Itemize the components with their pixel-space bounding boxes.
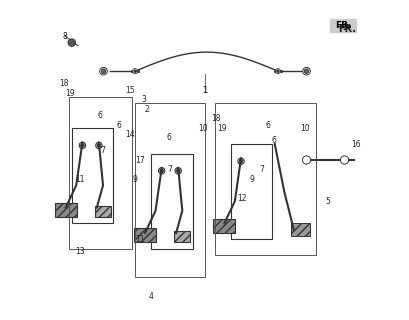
Text: 16: 16 bbox=[350, 140, 360, 148]
Text: 10: 10 bbox=[198, 124, 208, 133]
Text: 4: 4 bbox=[148, 292, 153, 301]
Text: 19: 19 bbox=[65, 89, 75, 98]
Circle shape bbox=[133, 69, 137, 74]
Polygon shape bbox=[290, 223, 309, 236]
Circle shape bbox=[276, 70, 279, 72]
Circle shape bbox=[160, 169, 163, 173]
Circle shape bbox=[238, 159, 242, 163]
Circle shape bbox=[302, 156, 310, 164]
Text: 5: 5 bbox=[325, 197, 330, 206]
Text: 6: 6 bbox=[97, 111, 102, 120]
Polygon shape bbox=[174, 231, 189, 243]
Text: FR.: FR. bbox=[334, 21, 351, 30]
Text: 18: 18 bbox=[59, 79, 68, 88]
Circle shape bbox=[275, 69, 280, 74]
Text: 6: 6 bbox=[265, 121, 270, 130]
Text: 3: 3 bbox=[141, 95, 146, 104]
Circle shape bbox=[339, 156, 348, 164]
Circle shape bbox=[176, 169, 180, 173]
Text: 12: 12 bbox=[236, 194, 246, 203]
Text: 1: 1 bbox=[202, 86, 207, 95]
Text: 9: 9 bbox=[132, 174, 137, 184]
Polygon shape bbox=[213, 219, 235, 233]
Text: 1: 1 bbox=[202, 86, 207, 95]
Circle shape bbox=[158, 168, 164, 174]
Circle shape bbox=[99, 68, 107, 75]
Circle shape bbox=[303, 69, 308, 73]
Text: 6: 6 bbox=[116, 121, 121, 130]
Circle shape bbox=[134, 70, 136, 72]
Text: 8: 8 bbox=[62, 32, 67, 41]
Text: 11: 11 bbox=[135, 235, 144, 244]
Circle shape bbox=[101, 69, 106, 73]
Text: 9: 9 bbox=[249, 174, 254, 184]
Text: FR.: FR. bbox=[337, 24, 355, 34]
Polygon shape bbox=[54, 203, 76, 217]
Text: 7: 7 bbox=[258, 165, 263, 174]
Circle shape bbox=[95, 142, 102, 148]
Text: 6: 6 bbox=[271, 136, 276, 146]
Circle shape bbox=[68, 39, 75, 46]
Text: 6: 6 bbox=[166, 133, 171, 142]
Text: 19: 19 bbox=[217, 124, 227, 133]
Circle shape bbox=[175, 168, 181, 174]
Text: 17: 17 bbox=[135, 156, 144, 164]
Text: 11: 11 bbox=[75, 174, 84, 184]
Text: 10: 10 bbox=[299, 124, 309, 133]
Text: 13: 13 bbox=[75, 247, 84, 257]
Text: 15: 15 bbox=[126, 86, 135, 95]
Text: 7: 7 bbox=[100, 146, 105, 155]
Circle shape bbox=[79, 142, 85, 148]
Polygon shape bbox=[134, 228, 156, 243]
Text: 2: 2 bbox=[144, 105, 149, 114]
Circle shape bbox=[80, 143, 84, 147]
Text: 14: 14 bbox=[126, 130, 135, 139]
Circle shape bbox=[302, 68, 310, 75]
Circle shape bbox=[97, 143, 101, 147]
Circle shape bbox=[237, 158, 244, 164]
Text: 7: 7 bbox=[166, 165, 171, 174]
Polygon shape bbox=[94, 206, 110, 217]
Text: 18: 18 bbox=[211, 114, 220, 123]
